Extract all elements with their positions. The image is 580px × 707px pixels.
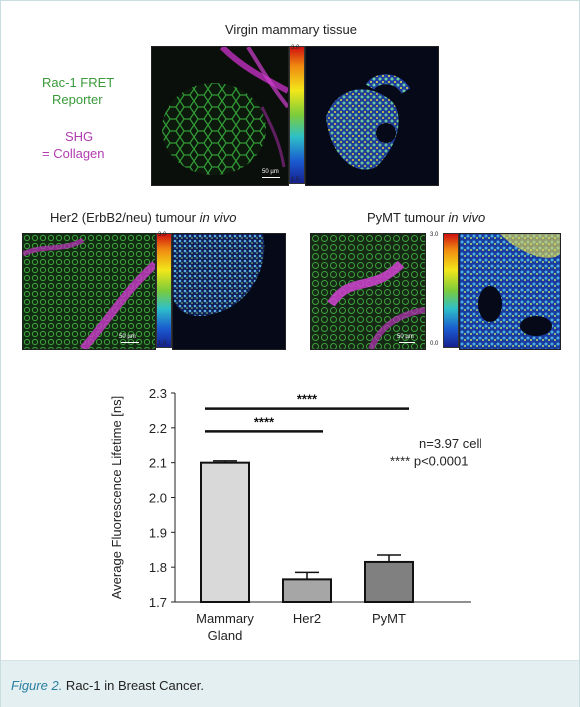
pymt-scale-label: 50 µm xyxy=(397,334,414,340)
bar-mammary-gland xyxy=(200,461,250,603)
her2-title: Her2 (ErbB2/neu) tumour in vivo xyxy=(50,210,236,225)
her2-colorbar-bottom: 1.0 xyxy=(158,341,167,347)
her2-fret-texture xyxy=(173,234,285,349)
figure-caption-label: Figure 2. xyxy=(11,678,63,693)
annotation-p: **** p<0.0001 xyxy=(390,453,468,468)
annotation-n: n=3.97 cells xyxy=(419,436,481,451)
significance-label: **** xyxy=(297,392,318,407)
lifetime-bar-chart: 1.7 1.8 1.9 2.0 2.1 2.2 2.3 Average Fluorescenc… xyxy=(109,386,481,643)
her2-colorbar-top: 3.0 xyxy=(158,232,167,238)
figure-caption-text: Rac-1 in Breast Cancer. xyxy=(62,678,204,693)
virgin-fret-image xyxy=(305,46,439,186)
y-tick-label: 2.3 xyxy=(149,386,167,401)
y-tick-label: 1.9 xyxy=(149,525,167,540)
her2-fluorescence-texture xyxy=(23,234,155,349)
pymt-title-text: PyMT tumour xyxy=(367,210,449,225)
significance-label: **** xyxy=(254,414,275,429)
pymt-scalebar xyxy=(399,342,415,343)
pymt-fluorescence-image: 50 µm xyxy=(310,233,426,350)
pymt-fluorescence-texture xyxy=(311,234,425,349)
legend-shg-line2: = Collagen xyxy=(42,146,105,161)
y-tick-label: 1.7 xyxy=(149,595,167,610)
her2-scale-label: 50 µm xyxy=(119,334,136,340)
virgin-scalebar xyxy=(262,177,280,178)
pymt-fret-texture xyxy=(460,234,560,349)
y-tick-label: 2.0 xyxy=(149,491,167,506)
pymt-colorbar-bottom: 0.0 xyxy=(430,341,439,347)
legend-fret-line1: Rac-1 FRET xyxy=(42,75,115,90)
her2-fluorescence-image: 50 µm xyxy=(22,233,156,350)
pymt-title: PyMT tumour in vivo xyxy=(367,210,485,225)
legend-fret-line2: Reporter xyxy=(52,92,103,107)
virgin-scale-label: 50 µm xyxy=(262,169,279,175)
pymt-colorbar xyxy=(443,233,459,348)
y-tick-label: 2.2 xyxy=(149,421,167,436)
y-tick-label: 2.1 xyxy=(149,456,167,471)
pymt-colorbar-top: 3.0 xyxy=(430,232,439,238)
x-tick-label: Mammary xyxy=(196,611,254,626)
x-tick-label: Gland xyxy=(208,628,243,643)
virgin-fret-texture xyxy=(306,47,438,185)
virgin-colorbar xyxy=(289,46,305,184)
her2-fret-image xyxy=(172,233,286,350)
bar-pymt xyxy=(364,560,414,603)
virgin-colorbar-top: 3.0 xyxy=(291,45,300,51)
her2-title-invivo: in vivo xyxy=(199,210,237,225)
figure-caption: Figure 2. Rac-1 in Breast Cancer. xyxy=(11,678,204,693)
her2-scalebar xyxy=(121,342,139,343)
x-tick-label: Her2 xyxy=(293,611,321,626)
pymt-fret-image xyxy=(459,233,561,350)
virgin-fluorescence-texture xyxy=(152,47,288,185)
bar-her2 xyxy=(282,578,332,604)
y-axis-label: Average Fluorescence Lifetime [ns] xyxy=(109,396,124,600)
virgin-colorbar-bottom: 1.0 xyxy=(291,177,300,183)
pymt-title-invivo: in vivo xyxy=(448,210,486,225)
her2-title-text: Her2 (ErbB2/neu) tumour xyxy=(50,210,200,225)
y-tick-label: 1.8 xyxy=(149,560,167,575)
virgin-title: Virgin mammary tissue xyxy=(225,22,357,37)
her2-colorbar xyxy=(156,233,172,348)
x-tick-label: PyMT xyxy=(372,611,406,626)
legend-shg-line1: SHG xyxy=(65,129,94,144)
caption-bar: Figure 2. Rac-1 in Breast Cancer. xyxy=(1,660,579,707)
virgin-fluorescence-image: 50 µm xyxy=(151,46,289,186)
